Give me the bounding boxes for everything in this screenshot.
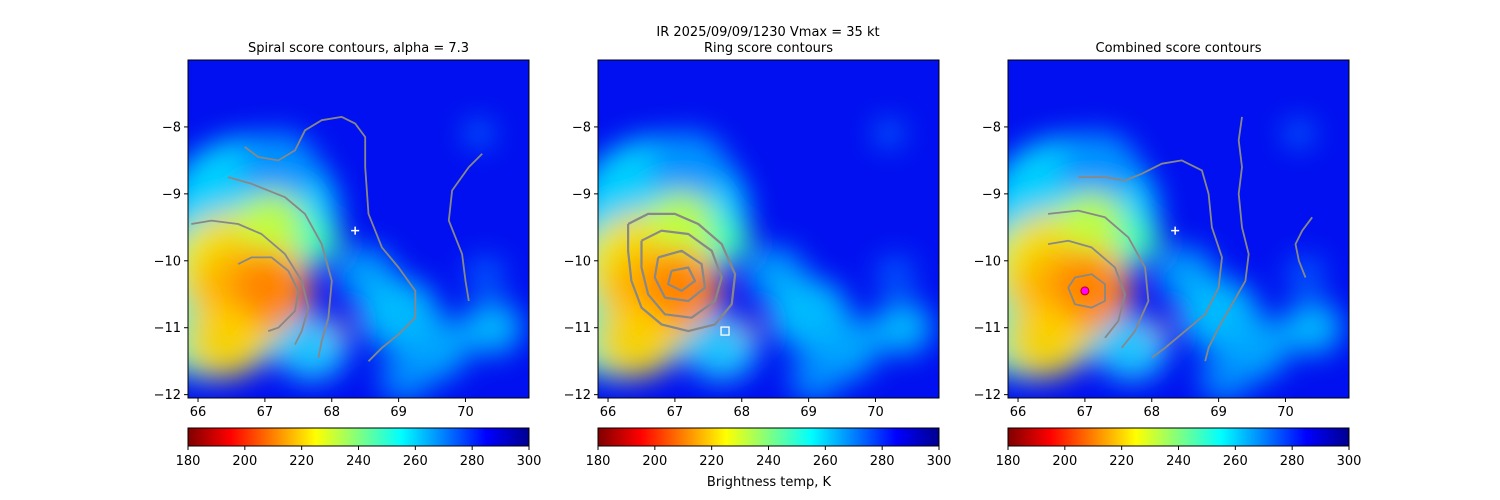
- combined-center-marker: [1080, 286, 1090, 296]
- score-contour: [667, 266, 697, 292]
- x-tick-label: 66: [600, 405, 617, 420]
- y-tick-label: −12: [154, 388, 181, 403]
- panel-1: Spiral score contours, alpha = 7.3 66 67 68…: [154, 41, 542, 469]
- x-tick-label: 66: [1010, 405, 1027, 420]
- score-contour: [653, 249, 707, 303]
- panel-3: Combined score contours 66 67 68 69 70 −8 −9 −10…: [974, 41, 1362, 469]
- score-contour: [237, 256, 300, 332]
- colorbar-tick-label: 220: [289, 454, 314, 469]
- brightness-field: [1008, 60, 1349, 398]
- x-tick-label: 70: [867, 405, 884, 420]
- y-tick-label: −8: [982, 120, 1001, 135]
- axes-frame: [597, 59, 940, 399]
- colorbar-tick-label: 280: [1280, 454, 1305, 469]
- score-contour: [227, 176, 333, 358]
- score-contour: [1048, 209, 1150, 349]
- colorbar-tick-label: 300: [517, 454, 542, 469]
- x-tick-label: 67: [1077, 405, 1094, 420]
- score-contour: [1067, 273, 1106, 309]
- y-tick-label: −12: [564, 388, 591, 403]
- colorbar-tick-label: 300: [1337, 454, 1362, 469]
- colorbar-tick-label: 180: [586, 454, 611, 469]
- y-tick-label: −12: [974, 388, 1001, 403]
- colorbar-tick-label: 220: [699, 454, 724, 469]
- y-tick-label: −8: [162, 120, 181, 135]
- ring-center-marker: [720, 326, 730, 336]
- colorbar-tick-label: 180: [176, 454, 201, 469]
- y-tick-label: −11: [154, 321, 181, 336]
- y-tick-label: −8: [572, 120, 591, 135]
- colorbar-tick-label: 260: [403, 454, 428, 469]
- figure-suptitle: IR 2025/09/09/1230 Vmax = 35 kt: [656, 25, 879, 40]
- x-tick-label: 69: [390, 405, 407, 420]
- y-tick-label: −10: [564, 254, 591, 269]
- colorbar-tick-label: 280: [870, 454, 895, 469]
- colorbar-tick-label: 220: [1109, 454, 1134, 469]
- y-tick-label: −10: [974, 254, 1001, 269]
- center-plus-marker: [351, 226, 360, 235]
- y-tick-label: −9: [572, 187, 591, 202]
- axes-frame: [1007, 59, 1350, 399]
- colorbar-tick-label: 240: [1166, 454, 1191, 469]
- x-tick-label: 67: [257, 405, 274, 420]
- colorbar-tick-label: 200: [1052, 454, 1077, 469]
- y-tick-label: −11: [974, 321, 1001, 336]
- score-contour: [1204, 116, 1250, 362]
- x-tick-label: 66: [190, 405, 207, 420]
- colorbar: 180 200 220 240 260 280 300: [586, 427, 952, 469]
- score-contour: [244, 116, 417, 362]
- score-contour: [1294, 216, 1313, 278]
- score-contour: [627, 212, 737, 333]
- colorbar-tick-label: 240: [346, 454, 371, 469]
- colorbar-tick-label: 200: [232, 454, 257, 469]
- x-tick-label: 70: [457, 405, 474, 420]
- colorbar-tick-label: 260: [813, 454, 838, 469]
- x-tick-label: 68: [1143, 405, 1160, 420]
- colorbar-label: Brightness temp, K: [707, 475, 832, 490]
- panel-title: Combined score contours: [1096, 41, 1262, 56]
- score-contour: [640, 229, 723, 319]
- x-tick-label: 69: [1210, 405, 1227, 420]
- colorbar: 180 200 220 240 260 280 300: [996, 427, 1362, 469]
- score-contour: [191, 219, 310, 345]
- y-tick-label: −9: [982, 187, 1001, 202]
- colorbar-tick-label: 200: [642, 454, 667, 469]
- panel-2: Ring score contours 66 67 68 69 70 −8 −9 −10 −11 −…: [564, 41, 952, 469]
- panel-title: Ring score contours: [704, 41, 833, 56]
- panel-title: Spiral score contours, alpha = 7.3: [248, 41, 469, 56]
- colorbar: 180 200 220 240 260 280 300: [176, 427, 542, 469]
- brightness-field: [188, 60, 529, 398]
- colorbar-tick-label: 180: [996, 454, 1021, 469]
- x-tick-label: 69: [800, 405, 817, 420]
- x-tick-label: 68: [323, 405, 340, 420]
- brightness-field: [598, 60, 939, 398]
- score-contour: [1078, 159, 1223, 359]
- center-plus-marker: [1171, 226, 1180, 235]
- colorbar-tick-label: 300: [927, 454, 952, 469]
- colorbar-tick-label: 260: [1223, 454, 1248, 469]
- colorbar-tick-label: 280: [460, 454, 485, 469]
- x-tick-label: 67: [667, 405, 684, 420]
- axes-frame: [187, 59, 530, 399]
- colorbar-tick-label: 240: [756, 454, 781, 469]
- x-tick-label: 68: [733, 405, 750, 420]
- x-tick-label: 70: [1277, 405, 1294, 420]
- y-tick-label: −9: [162, 187, 181, 202]
- y-tick-label: −10: [154, 254, 181, 269]
- score-contour: [447, 153, 483, 302]
- score-contour: [1047, 239, 1126, 339]
- y-tick-label: −11: [564, 321, 591, 336]
